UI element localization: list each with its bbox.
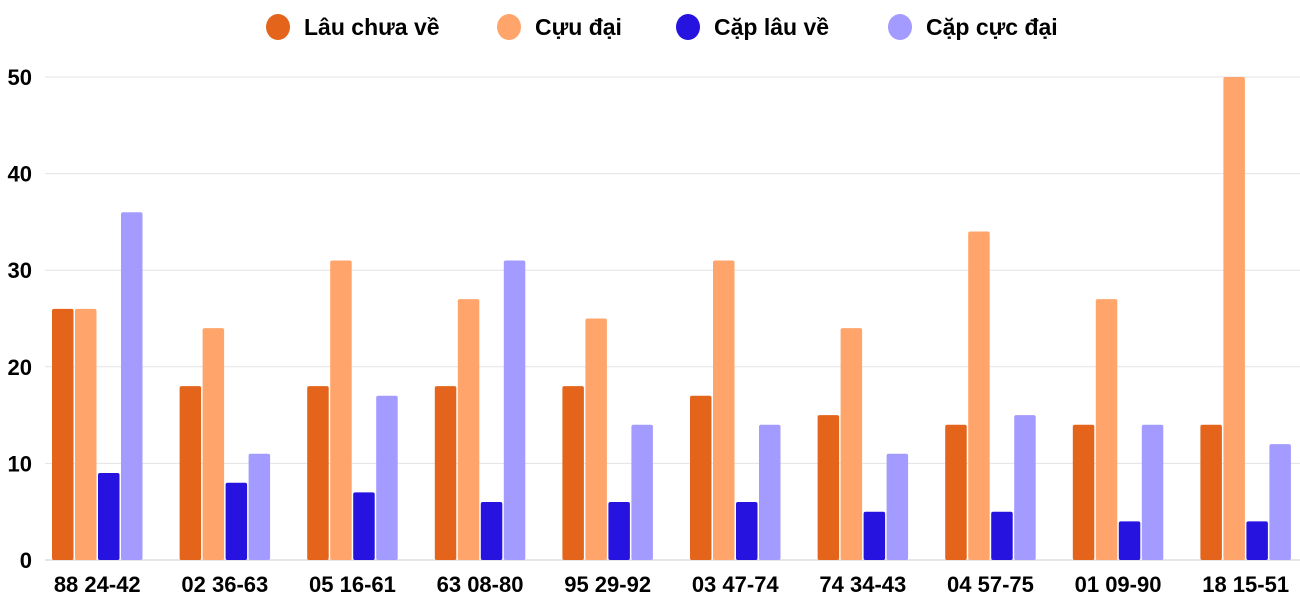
legend-marker	[497, 14, 521, 40]
x-tick-label: 74 34-43	[819, 572, 906, 597]
bar	[608, 502, 630, 560]
legend-marker	[266, 14, 290, 40]
legend-label: Cựu đại	[535, 14, 622, 40]
bar	[840, 328, 863, 560]
bar	[968, 231, 990, 560]
bar	[121, 212, 143, 561]
x-tick-label: 03 47-74	[692, 572, 780, 597]
x-tick-label: 04 57-75	[947, 572, 1034, 597]
bar	[75, 308, 97, 560]
bar	[376, 395, 398, 560]
bar	[330, 260, 352, 560]
bar	[1072, 424, 1095, 560]
bar	[503, 260, 526, 560]
bar	[353, 492, 375, 560]
legend-marker	[888, 14, 912, 40]
legend-label: Cặp cực đại	[926, 14, 1058, 40]
legend-label: Cặp lâu về	[714, 14, 829, 40]
legend-label: Lâu chưa về	[304, 14, 440, 40]
bar	[480, 502, 503, 560]
bar	[562, 386, 584, 560]
bar	[52, 308, 74, 560]
bar	[179, 386, 202, 560]
bar	[202, 328, 225, 560]
y-tick-label: 0	[20, 548, 32, 573]
bar	[457, 299, 480, 560]
bar	[759, 424, 781, 560]
bar	[1200, 424, 1222, 560]
y-tick-label: 40	[8, 162, 32, 187]
x-tick-label: 95 29-92	[564, 572, 651, 597]
bar	[248, 453, 271, 560]
y-tick-label: 30	[8, 258, 32, 283]
y-tick-label: 10	[8, 451, 32, 476]
bar	[817, 415, 840, 560]
bar	[225, 482, 248, 560]
bar	[945, 424, 967, 560]
bar	[1118, 521, 1141, 560]
bar	[1246, 521, 1268, 560]
bar	[886, 453, 909, 560]
x-tick-label: 88 24-42	[54, 572, 141, 597]
y-tick-label: 20	[8, 355, 32, 380]
bar	[1223, 77, 1245, 560]
bar	[690, 395, 712, 560]
x-tick-label: 05 16-61	[309, 572, 396, 597]
bar	[631, 424, 653, 560]
bar	[307, 386, 329, 560]
bar	[863, 511, 886, 560]
bar	[1269, 444, 1291, 560]
bar	[585, 318, 607, 560]
legend-marker	[676, 14, 700, 40]
x-tick-label: 02 36-63	[181, 572, 268, 597]
bar	[1014, 415, 1036, 560]
bar	[991, 511, 1013, 560]
bar	[1095, 299, 1118, 560]
bar	[434, 386, 457, 560]
x-tick-label: 63 08-80	[437, 572, 524, 597]
x-tick-label: 18 15-51	[1202, 572, 1289, 597]
bar	[736, 502, 758, 560]
bar	[98, 473, 120, 560]
x-tick-label: 01 09-90	[1075, 572, 1162, 597]
y-tick-label: 50	[8, 65, 32, 90]
bar	[1141, 424, 1164, 560]
bar	[713, 260, 735, 560]
